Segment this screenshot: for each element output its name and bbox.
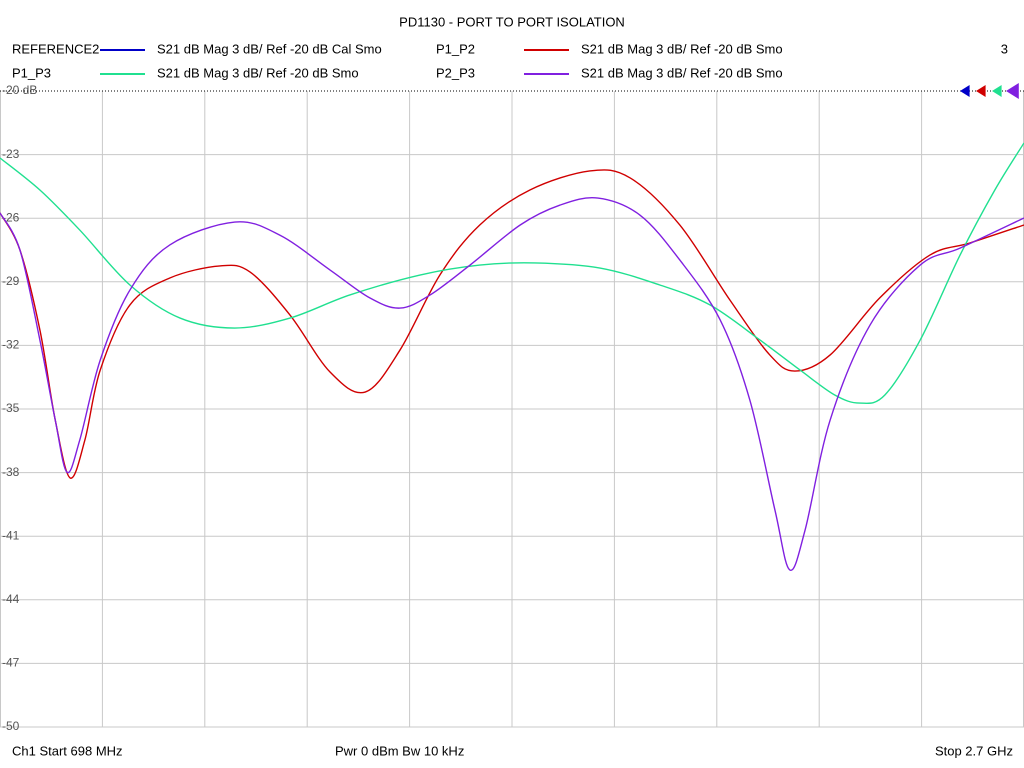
y-tick-label: -44 — [2, 592, 20, 606]
trace — [0, 196, 1024, 571]
legend-name: REFERENCE2 — [12, 41, 99, 56]
y-tick-label: -41 — [2, 528, 20, 542]
chart-title: PD1130 - PORT TO PORT ISOLATION — [399, 14, 625, 29]
legend-trace-info: S21 dB Mag 3 dB/ Ref -20 dB Smo — [581, 41, 783, 56]
y-tick-label: -23 — [2, 147, 20, 161]
y-tick-label: -29 — [2, 274, 20, 288]
y-tick-label: -38 — [2, 465, 20, 479]
legend-name: P1_P2 — [436, 41, 475, 56]
y-tick-label: -26 — [2, 210, 20, 224]
trace — [0, 142, 1024, 404]
footer-power: Pwr 0 dBm Bw 10 kHz — [335, 743, 464, 758]
legend-trace-info: S21 dB Mag 3 dB/ Ref -20 dB Smo — [581, 65, 783, 80]
y-tick-label: -50 — [2, 719, 20, 733]
y-tick-label: -47 — [2, 656, 20, 670]
legend-trace-info: S21 dB Mag 3 dB/ Ref -20 dB Smo — [157, 65, 359, 80]
reference-marker — [992, 85, 1002, 97]
y-tick-label: -35 — [2, 401, 20, 415]
legend-name: P1_P3 — [12, 65, 51, 80]
legend-name: P2_P3 — [436, 65, 475, 80]
y-tick-label: -20 dB — [2, 83, 37, 97]
reference-marker — [976, 85, 986, 97]
legend-trace-info: S21 dB Mag 3 dB/ Ref -20 dB Cal Smo — [157, 41, 382, 56]
marker-count: 3 — [1001, 41, 1008, 56]
reference-marker — [960, 85, 970, 97]
reference-marker — [1006, 83, 1019, 99]
footer-stop: Stop 2.7 GHz — [935, 743, 1013, 758]
footer-start: Ch1 Start 698 MHz — [12, 743, 123, 758]
y-tick-label: -32 — [2, 338, 20, 352]
